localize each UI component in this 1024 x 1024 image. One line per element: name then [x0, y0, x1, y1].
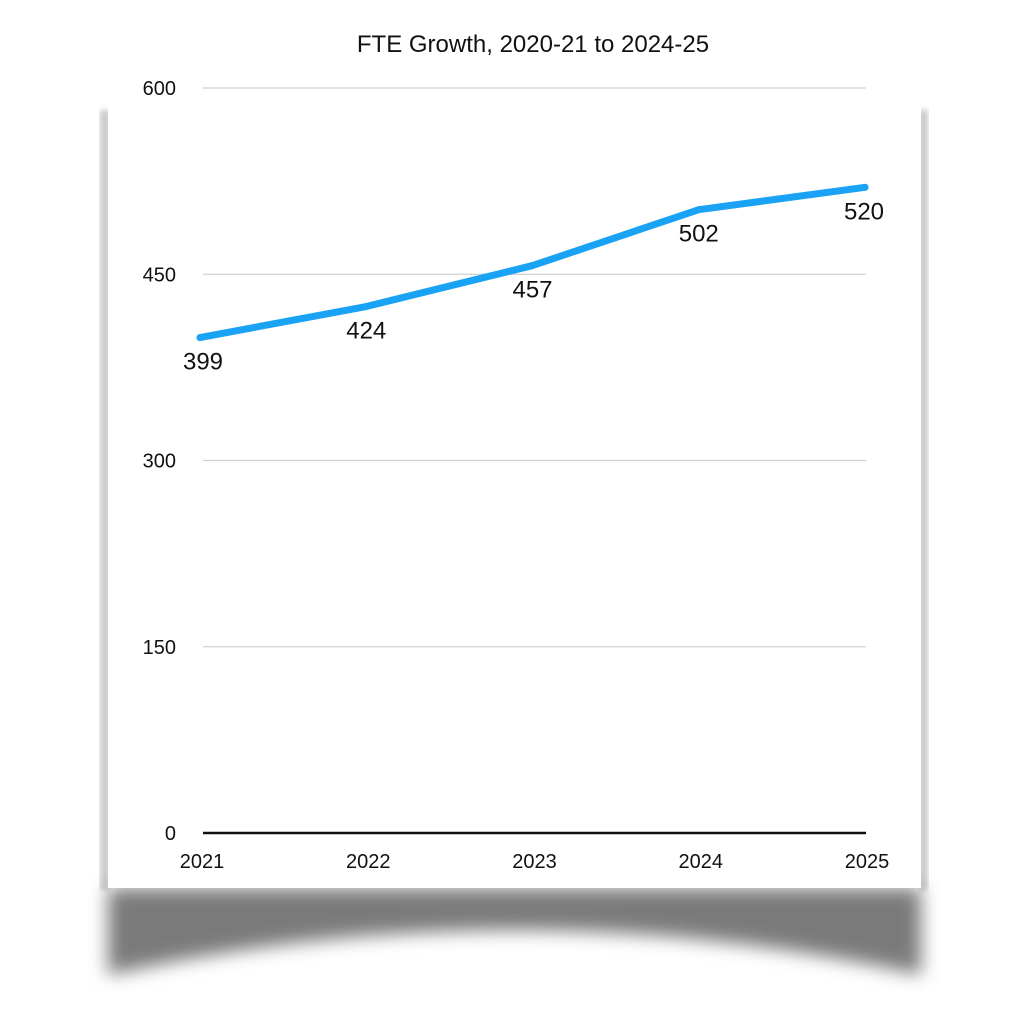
data-point [196, 334, 204, 342]
data-label: 457 [512, 277, 552, 304]
y-tick-label: 0 [165, 823, 176, 845]
x-tick-label: 2022 [346, 851, 391, 873]
data-label: 399 [183, 349, 223, 376]
data-point [695, 206, 703, 214]
data-point [861, 183, 869, 191]
x-tick-label: 2023 [512, 851, 557, 873]
paper-shadow [108, 888, 921, 975]
y-tick-label: 450 [143, 264, 176, 286]
paper-side-shadow-left [100, 110, 110, 890]
paper-top-fill [0, 0, 1024, 100]
x-tick-label: 2024 [679, 851, 724, 873]
y-tick-label: 300 [143, 451, 176, 473]
x-tick-label: 2025 [845, 851, 890, 873]
data-point [362, 303, 370, 311]
x-axis-ticks: 2021 2022 2023 2024 2025 [180, 851, 890, 873]
data-labels: 399 424 457 502 520 [183, 198, 884, 375]
gridlines [203, 87, 866, 648]
data-label: 502 [679, 221, 719, 248]
data-point [529, 262, 536, 270]
series-group [196, 183, 869, 342]
data-label: 424 [346, 318, 386, 345]
paper-side-shadow-right [918, 110, 928, 890]
chart-title: FTE Growth, 2020-21 to 2024-25 [357, 31, 709, 58]
y-tick-label: 150 [143, 637, 176, 659]
x-tick-label: 2021 [180, 851, 225, 873]
y-tick-label: 600 [143, 78, 176, 100]
y-axis-ticks: 0 150 300 450 600 [143, 78, 176, 845]
data-label: 520 [844, 198, 884, 225]
paper [108, 100, 921, 888]
